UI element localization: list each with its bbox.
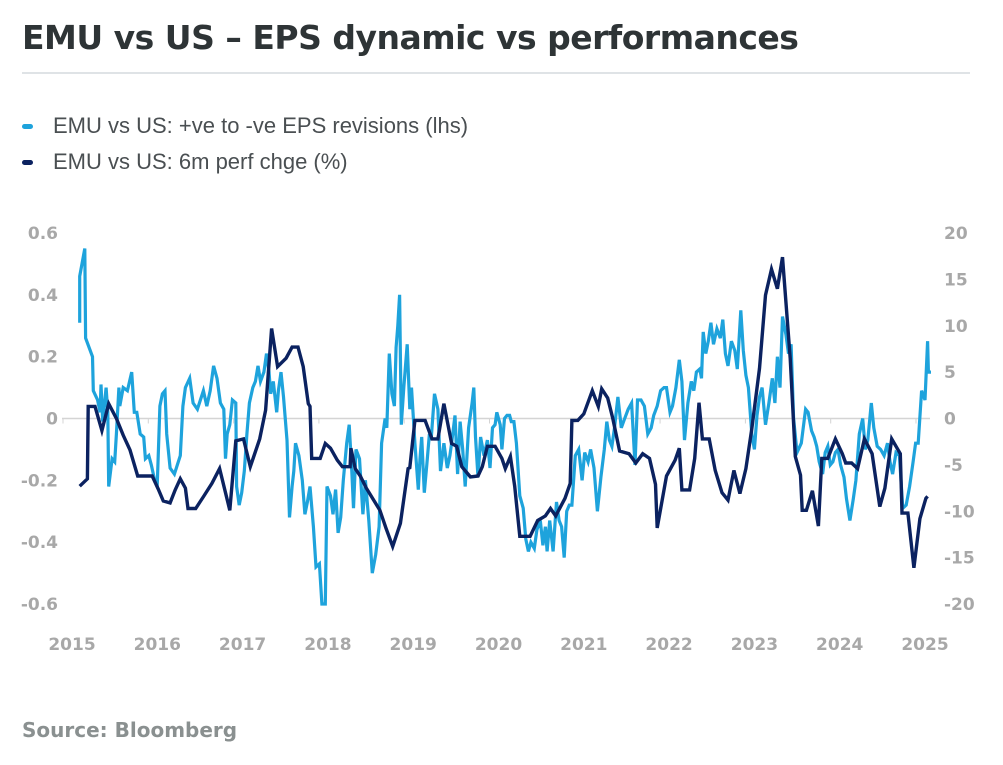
right-y-tick-label: 15 xyxy=(944,270,968,290)
right-y-tick-label: -10 xyxy=(944,502,975,522)
x-tick-label: 2015 xyxy=(48,635,95,655)
legend: EMU vs US: +ve to -ve EPS revisions (lhs… xyxy=(22,108,468,180)
x-tick-label: 2019 xyxy=(390,635,437,655)
title-divider xyxy=(22,72,970,74)
right-y-tick-label: -15 xyxy=(944,549,975,569)
series-line-eps-revisions xyxy=(78,248,931,606)
x-tick-label: 2016 xyxy=(134,635,181,655)
right-y-tick-label: 5 xyxy=(944,363,956,383)
left-y-tick-label: -0.2 xyxy=(21,471,58,491)
x-tick-label: 2020 xyxy=(475,635,522,655)
left-y-tick-label: 0.2 xyxy=(28,348,58,368)
right-y-tick-label: 0 xyxy=(944,410,956,430)
x-tick-label: 2018 xyxy=(304,635,351,655)
x-tick-label: 2021 xyxy=(560,635,607,655)
left-y-tick-label: 0 xyxy=(46,410,58,430)
left-y-tick-label: 0.6 xyxy=(28,224,58,244)
left-y-tick-label: -0.4 xyxy=(21,533,58,553)
series-line-perf-change xyxy=(78,256,929,569)
right-y-tick-label: -20 xyxy=(944,595,975,615)
x-tick-label: 2023 xyxy=(731,635,778,655)
chart-title: EMU vs US – EPS dynamic vs performances xyxy=(22,18,799,57)
x-tick-label: 2022 xyxy=(645,635,692,655)
left-y-tick-label: -0.6 xyxy=(21,595,58,615)
x-tick-label: 2025 xyxy=(901,635,948,655)
x-tick-label: 2024 xyxy=(816,635,863,655)
left-y-tick-label: 0.4 xyxy=(28,286,58,306)
legend-label-perf-change: EMU vs US: 6m perf chge (%) xyxy=(53,149,348,174)
right-y-tick-label: 20 xyxy=(944,224,968,244)
legend-swatch-eps-revisions xyxy=(22,123,33,129)
legend-item-eps-revisions: EMU vs US: +ve to -ve EPS revisions (lhs… xyxy=(22,108,468,144)
source-note: Source: Bloomberg xyxy=(22,718,238,742)
legend-swatch-perf-change xyxy=(22,159,33,165)
right-y-tick-label: 10 xyxy=(944,317,968,337)
x-tick-label: 2017 xyxy=(219,635,266,655)
legend-item-perf-change: EMU vs US: 6m perf chge (%) xyxy=(22,144,468,180)
right-y-tick-label: -5 xyxy=(944,456,963,476)
legend-label-eps-revisions: EMU vs US: +ve to -ve EPS revisions (lhs… xyxy=(53,113,469,138)
